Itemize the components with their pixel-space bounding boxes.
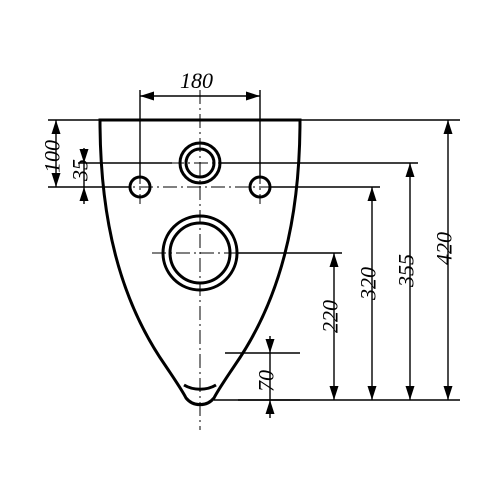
dim-70-text: 70	[254, 370, 279, 392]
dim-355-text: 355	[394, 254, 419, 288]
dim-70: 70	[225, 336, 300, 418]
dim-320-text: 320	[356, 267, 381, 301]
toilet-plan-drawing: 180 35 100 70	[0, 0, 500, 500]
dim-35-text: 35	[68, 159, 93, 182]
dim-420-text: 420	[432, 232, 457, 265]
dim-220-text: 220	[318, 300, 343, 333]
dim-right-stack: 220 320 355 420	[214, 120, 460, 400]
dim-180-text: 180	[180, 68, 213, 93]
dim-left-stack: 35 100	[40, 120, 173, 204]
dim-100-text: 100	[40, 140, 65, 173]
